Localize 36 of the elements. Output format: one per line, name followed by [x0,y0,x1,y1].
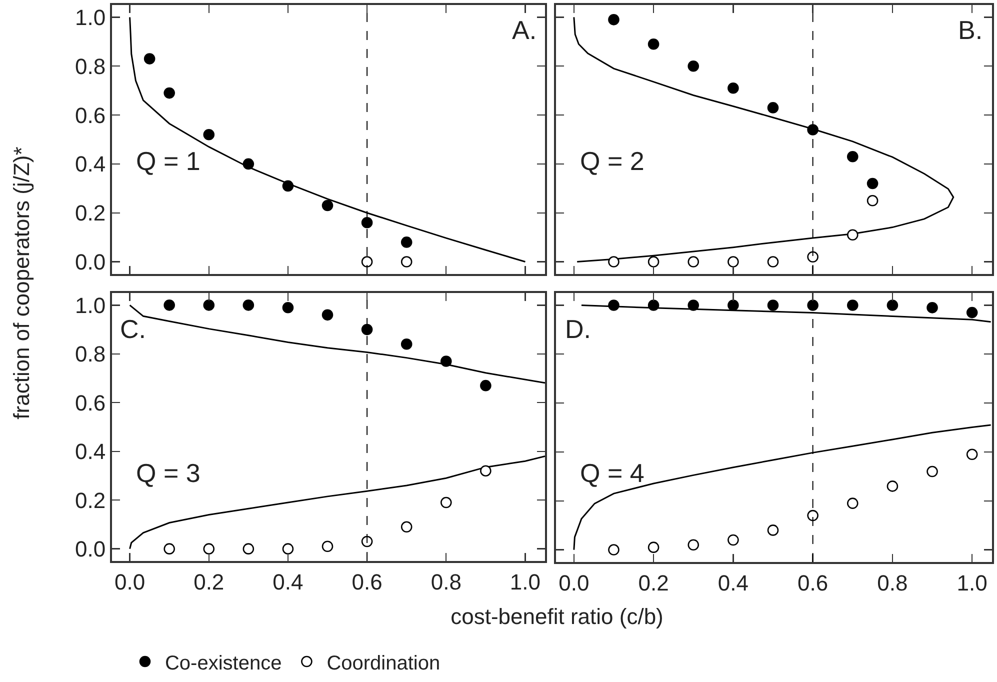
annotation: Q = 1 [136,146,200,176]
x-tick-label: 0.6 [798,570,828,596]
y-tick-label: 0.8 [75,342,106,367]
annotation: Q = 3 [136,458,200,488]
x-tick-label: 0.8 [430,569,462,594]
x-tick-label: 0.0 [114,569,146,594]
y-tick-label: 0.0 [75,536,106,562]
y-tick-label: 0.6 [75,102,106,128]
legend-label: Coordination [326,652,440,674]
y-tick-label: 1.0 [75,292,106,318]
annotation: Q = 4 [580,458,644,488]
x-tick-label: 0.4 [272,569,304,594]
y-tick-label: 1.0 [75,4,106,30]
y-axis-title: fraction of cooperators (j/Z)* [9,146,35,420]
y-tick-label: 0.2 [75,488,106,513]
x-axis-title: cost-benefit ratio (c/b) [450,604,664,630]
y-tick-label: 0.2 [75,200,106,226]
y-tick-label: 0.0 [75,249,106,274]
annotation: Q = 2 [580,146,644,176]
annotation: A. [512,15,537,45]
x-tick-label: 0.2 [194,569,224,594]
x-tick-label: 0.6 [352,569,382,594]
annotation: D. [565,314,591,344]
annotation: C. [120,314,146,344]
x-tick-label: 1.0 [510,569,541,594]
y-tick-label: 0.6 [75,390,106,416]
x-tick-label: 0.2 [638,570,669,596]
x-tick-label: 0.4 [718,570,748,596]
legend-label: Co-existence [164,652,282,674]
x-tick-label: 0.8 [877,570,908,596]
y-tick-label: 0.8 [75,54,106,79]
x-tick-label: 1.0 [956,570,988,596]
y-tick-label: 0.4 [75,439,106,464]
annotation: B. [958,15,983,45]
y-tick-label: 0.4 [75,152,106,177]
x-tick-label: 0.0 [558,570,590,596]
